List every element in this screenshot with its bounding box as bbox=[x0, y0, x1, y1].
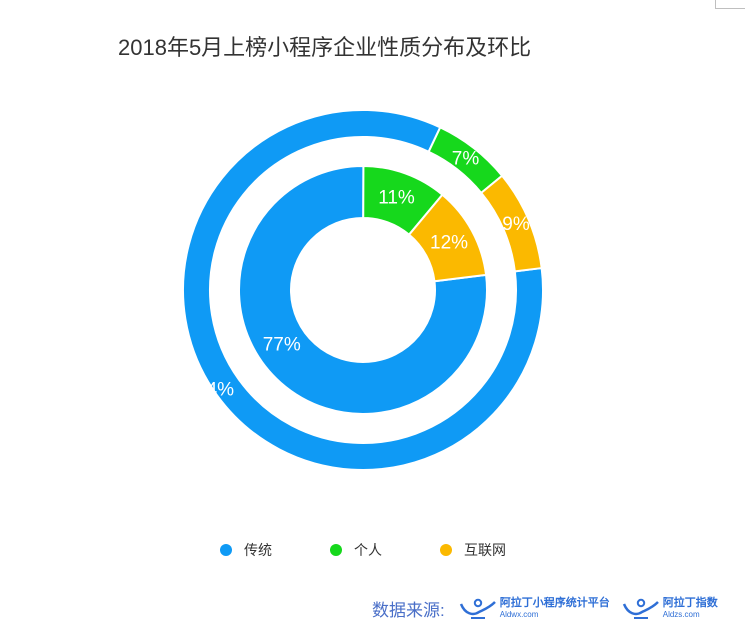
source-label: 数据来源: bbox=[372, 601, 445, 620]
brand-url-aldzs: Aldzs.com bbox=[662, 610, 700, 619]
outer-ring-label-traditional: 84% bbox=[196, 379, 234, 400]
aladdin-lamp-icon bbox=[622, 598, 659, 619]
outer-ring-label-internet: 9% bbox=[502, 214, 530, 235]
outer-ring-slice-traditional bbox=[182, 109, 544, 471]
legend-swatch-individual bbox=[330, 544, 342, 556]
legend-item-individual: 个人 bbox=[330, 540, 440, 560]
inner-ring-label-internet: 12% bbox=[430, 233, 468, 254]
chart-title: 2018年5月上榜小程序企业性质分布及环比 bbox=[118, 35, 532, 60]
brand-url-aldwx: Aldwx.com bbox=[499, 610, 539, 619]
brand-aldwx: 阿拉丁小程序统计平台 Aldwx.com bbox=[459, 598, 610, 620]
data-source: 数据来源: 阿拉丁小程序统计平台 Aldwx.com 阿拉丁指数 Aldzs.c… bbox=[372, 596, 730, 621]
legend: 传统 个人 互联网 bbox=[220, 540, 550, 560]
legend-item-traditional: 传统 bbox=[220, 540, 330, 560]
brand-aldzs: 阿拉丁指数 Aldzs.com bbox=[622, 598, 718, 620]
legend-swatch-traditional bbox=[220, 544, 232, 556]
outer-ring-slice-internet bbox=[479, 174, 543, 273]
brand-name-aldzs: 阿拉丁指数 bbox=[662, 597, 718, 609]
corner-decoration bbox=[715, 0, 745, 9]
legend-swatch-internet bbox=[440, 544, 452, 556]
inner-ring-label-individual: 11% bbox=[378, 187, 415, 208]
outer-ring-label-individual: 7% bbox=[452, 148, 480, 169]
inner-ring-label-traditional: 77% bbox=[263, 334, 301, 355]
inner-ring-slice-traditional bbox=[238, 165, 488, 415]
inner-ring-slice-internet bbox=[407, 193, 488, 283]
brand-name-aldwx: 阿拉丁小程序统计平台 bbox=[499, 597, 610, 609]
legend-item-internet: 互联网 bbox=[440, 540, 550, 560]
legend-label-traditional: 传统 bbox=[244, 542, 272, 558]
legend-label-individual: 个人 bbox=[354, 542, 382, 558]
legend-label-internet: 互联网 bbox=[464, 542, 506, 558]
aladdin-lamp-icon bbox=[459, 598, 496, 619]
